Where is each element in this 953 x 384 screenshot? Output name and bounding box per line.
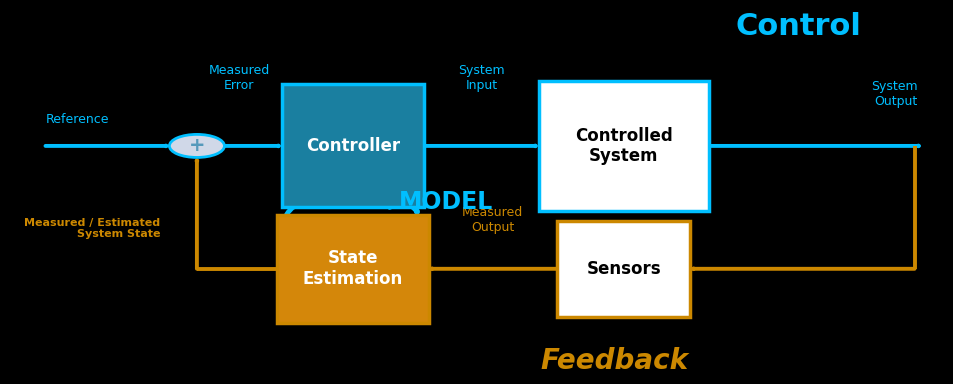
- FancyBboxPatch shape: [557, 221, 689, 317]
- Text: Control: Control: [734, 12, 860, 41]
- Text: State
Estimation: State Estimation: [302, 249, 402, 288]
- Text: Feedback: Feedback: [539, 347, 688, 375]
- Text: MODEL: MODEL: [398, 190, 493, 214]
- Text: Measured
Output: Measured Output: [462, 206, 523, 234]
- Text: Controlled
System: Controlled System: [574, 126, 672, 166]
- Text: Sensors: Sensors: [586, 260, 660, 278]
- FancyBboxPatch shape: [277, 215, 428, 323]
- Text: +: +: [189, 136, 205, 156]
- Text: System
Output: System Output: [870, 79, 917, 108]
- FancyArrowPatch shape: [286, 205, 303, 215]
- Text: Measured
Error: Measured Error: [209, 64, 270, 92]
- FancyArrowPatch shape: [431, 268, 557, 269]
- Text: System
Input: System Input: [457, 64, 504, 92]
- FancyBboxPatch shape: [281, 84, 423, 207]
- FancyBboxPatch shape: [538, 81, 708, 211]
- FancyArrowPatch shape: [693, 268, 914, 269]
- Circle shape: [170, 134, 224, 157]
- Text: Controller: Controller: [306, 137, 399, 155]
- FancyArrowPatch shape: [389, 204, 417, 212]
- Text: Measured / Estimated
System State: Measured / Estimated System State: [24, 218, 160, 239]
- Text: Reference: Reference: [46, 113, 109, 126]
